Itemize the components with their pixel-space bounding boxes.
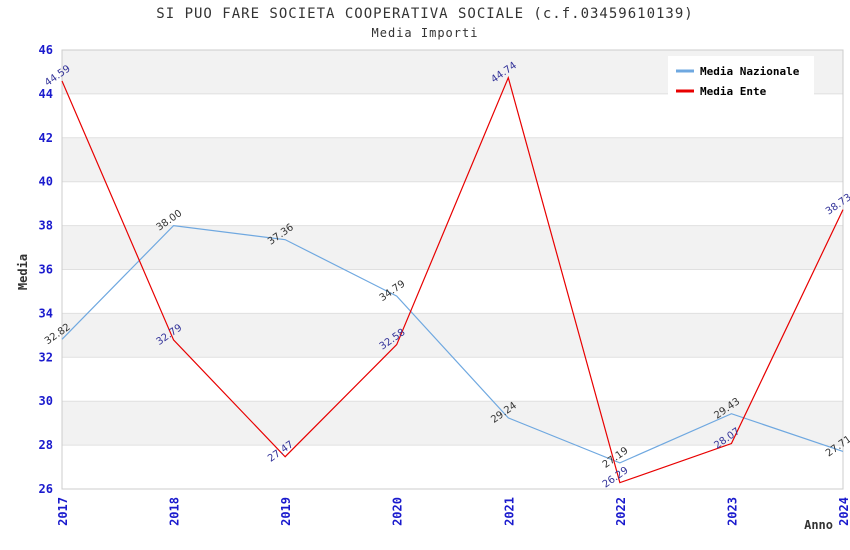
plot-band xyxy=(62,401,843,446)
y-tick-label: 46 xyxy=(39,43,53,57)
y-tick-label: 28 xyxy=(39,438,53,452)
x-tick-label: 2017 xyxy=(56,497,70,526)
plot-band xyxy=(62,137,843,182)
x-tick-label: 2021 xyxy=(502,497,516,526)
x-tick-label: 2018 xyxy=(168,497,182,526)
x-tick-label: 2019 xyxy=(279,497,293,526)
x-tick-label: 2022 xyxy=(614,497,628,526)
legend-label: Media Nazionale xyxy=(700,65,800,78)
plot-band xyxy=(62,225,843,270)
y-tick-label: 34 xyxy=(39,306,53,320)
series-line-nazionale xyxy=(61,224,844,464)
legend-box xyxy=(668,56,814,104)
point-label: 34.79 xyxy=(378,279,408,304)
series-line-ente xyxy=(61,75,844,484)
x-axis-title: Anno xyxy=(804,518,833,532)
plot-band xyxy=(62,313,843,358)
x-tick-label: 2023 xyxy=(725,497,739,526)
y-tick-label: 40 xyxy=(39,175,53,189)
x-tick-label: 2024 xyxy=(837,497,850,526)
y-tick-label: 42 xyxy=(39,131,53,145)
x-tick-label: 2020 xyxy=(391,497,405,526)
point-label: 38.73 xyxy=(824,192,850,217)
y-tick-label: 30 xyxy=(39,394,53,408)
plot-border xyxy=(61,49,844,490)
y-tick-label: 38 xyxy=(39,219,53,233)
y-tick-label: 36 xyxy=(39,263,53,277)
y-tick-label: 26 xyxy=(39,482,53,496)
legend-label: Media Ente xyxy=(700,85,767,98)
y-tick-label: 44 xyxy=(39,87,53,101)
chart-title: SI PUO FARE SOCIETA COOPERATIVA SOCIALE … xyxy=(156,6,694,22)
chart-subtitle: Media Importi xyxy=(371,26,479,40)
y-tick-label: 32 xyxy=(39,350,53,364)
y-axis-title: Media xyxy=(16,254,30,290)
